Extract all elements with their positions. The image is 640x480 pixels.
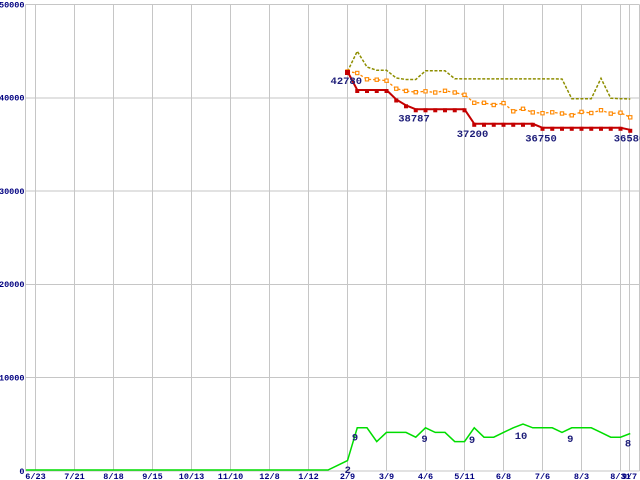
svg-text:30000: 30000 [0, 187, 25, 197]
svg-text:3/9: 3/9 [379, 472, 394, 480]
svg-text:7/6: 7/6 [535, 472, 550, 480]
svg-text:36750: 36750 [525, 134, 557, 146]
svg-text:10: 10 [515, 431, 528, 443]
svg-text:2: 2 [345, 465, 351, 477]
svg-text:42780: 42780 [331, 76, 363, 88]
svg-text:37200: 37200 [457, 129, 489, 141]
svg-text:11/10: 11/10 [218, 472, 244, 480]
svg-text:2/9: 2/9 [340, 472, 355, 480]
svg-text:9: 9 [567, 434, 573, 446]
svg-text:9: 9 [352, 433, 358, 445]
svg-text:8/3: 8/3 [574, 472, 589, 480]
svg-text:7/21: 7/21 [64, 472, 84, 480]
svg-text:12/8: 12/8 [259, 472, 279, 480]
svg-text:9/7: 9/7 [622, 472, 637, 480]
svg-text:40000: 40000 [0, 94, 25, 104]
svg-text:6/8: 6/8 [496, 472, 511, 480]
svg-text:38787: 38787 [398, 113, 430, 125]
svg-text:36580: 36580 [614, 134, 640, 146]
svg-text:10/13: 10/13 [179, 472, 205, 480]
svg-text:6/23: 6/23 [25, 472, 45, 480]
svg-text:10000: 10000 [0, 374, 25, 384]
svg-text:9/15: 9/15 [142, 472, 162, 480]
svg-text:1/12: 1/12 [298, 472, 318, 480]
svg-text:20000: 20000 [0, 280, 25, 290]
svg-text:8/18: 8/18 [103, 472, 123, 480]
svg-text:0: 0 [19, 467, 24, 477]
svg-text:8: 8 [625, 438, 631, 450]
svg-text:50000: 50000 [0, 0, 25, 10]
svg-text:9: 9 [469, 435, 475, 447]
svg-text:4/6: 4/6 [418, 472, 433, 480]
svg-text:9: 9 [421, 434, 427, 446]
svg-text:5/11: 5/11 [454, 472, 474, 480]
svg-text:8/31: 8/31 [610, 472, 630, 480]
